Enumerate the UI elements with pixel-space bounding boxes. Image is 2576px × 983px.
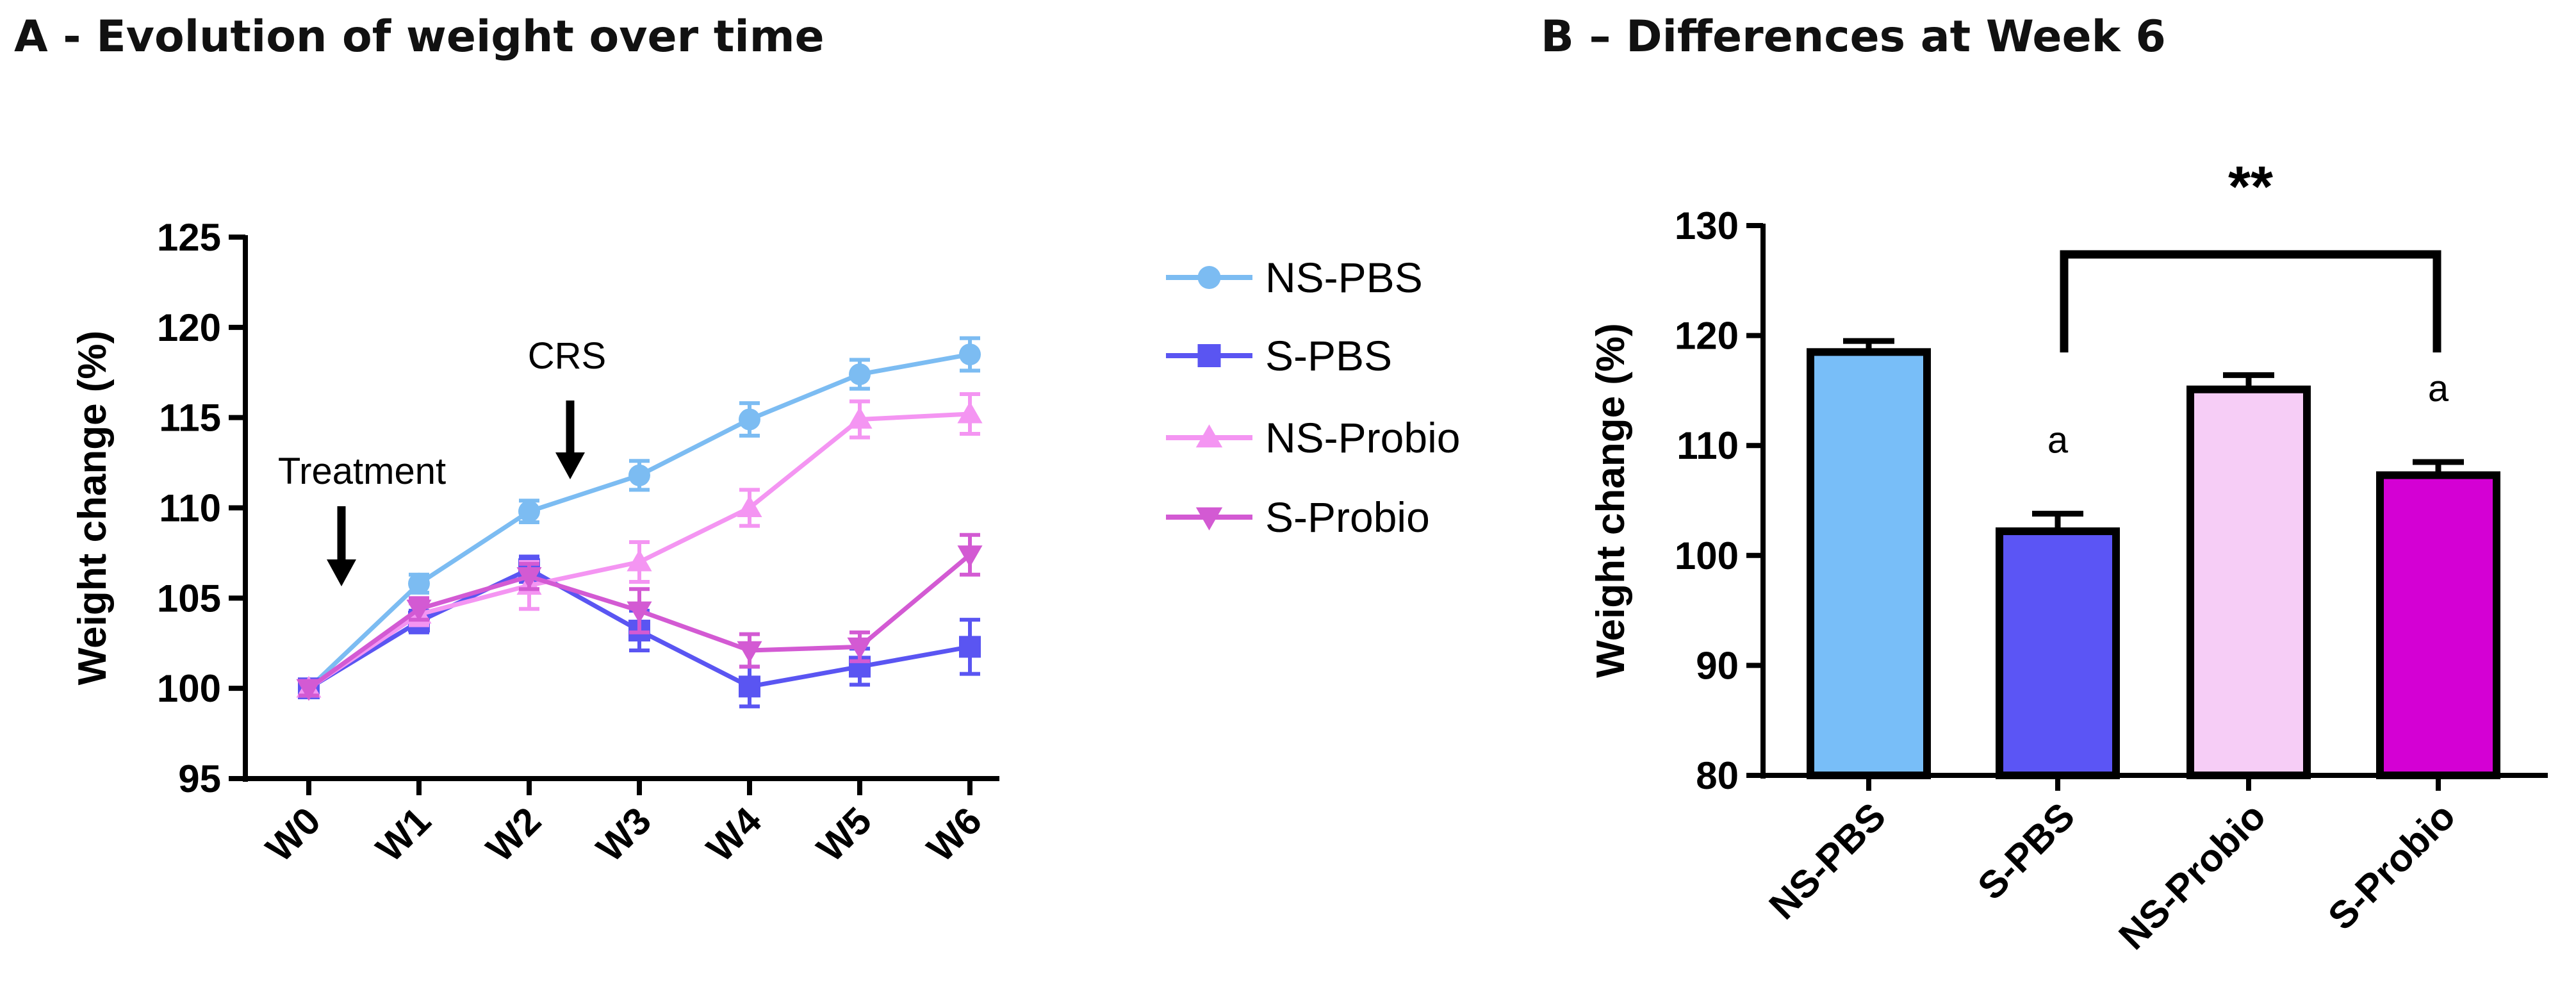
data-point-ns-probio-w4 bbox=[737, 495, 762, 517]
data-point-s-pbs-w6 bbox=[959, 636, 981, 658]
data-point-ns-pbs-w4 bbox=[739, 408, 760, 431]
y-tick-label-105: 105 bbox=[157, 577, 221, 620]
data-point-s-probio-w0 bbox=[296, 679, 322, 701]
legend-marker-ns-pbs bbox=[1197, 266, 1221, 289]
y-tick-label-125: 125 bbox=[157, 216, 221, 259]
bar-ns-pbs bbox=[1807, 348, 1931, 779]
bar-group-s-probio: a bbox=[2376, 368, 2500, 779]
legend-marker-ns-probio bbox=[1195, 424, 1223, 448]
panel-a-title: A - Evolution of weight over time bbox=[14, 12, 824, 62]
annotation-treatment-arrow-head bbox=[327, 559, 356, 586]
y-tick-label-100: 100 bbox=[1675, 534, 1739, 577]
bar-s-probio bbox=[2376, 471, 2500, 779]
data-point-ns-pbs-w6 bbox=[959, 343, 981, 366]
legend-entry-s-pbs: S-PBS bbox=[1166, 332, 1392, 379]
y-tick-label-120: 120 bbox=[1675, 315, 1739, 358]
legend-label-s-pbs: S-PBS bbox=[1265, 332, 1392, 379]
y-tick-label-120: 120 bbox=[157, 306, 221, 349]
annotation-treatment-label: Treatment bbox=[278, 450, 446, 492]
panel-b-title: B – Differences at Week 6 bbox=[1541, 12, 2166, 62]
significance-label: ** bbox=[2228, 155, 2273, 219]
data-point-ns-pbs-w3 bbox=[628, 464, 650, 486]
y-tick-label-130: 130 bbox=[1675, 204, 1739, 247]
legend-entry-s-probio: S-Probio bbox=[1166, 493, 1430, 541]
x-tick-label-w3: W3 bbox=[588, 799, 659, 870]
bar-ns-probio bbox=[2186, 385, 2311, 779]
x-tick-label-w4: W4 bbox=[698, 798, 769, 870]
legend-marker-s-probio bbox=[1195, 507, 1223, 531]
data-point-ns-probio-w3 bbox=[627, 549, 652, 572]
y-tick-label-95: 95 bbox=[178, 757, 221, 800]
bar-group-ns-probio bbox=[2186, 372, 2311, 779]
line-chart-weight-evolution: 95 100 105 110 115 120 125 W0 W1 W2 W3 W4 W5 W6 Weight… bbox=[70, 216, 999, 870]
y-tick-label-110: 110 bbox=[1677, 424, 1739, 467]
y-axis-label: Weight change (%) bbox=[1589, 323, 1633, 677]
x-tick-label-ns-probio: NS-Probio bbox=[2110, 795, 2274, 958]
x-tick-label-w2: W2 bbox=[478, 799, 549, 870]
y-tick-label-110: 110 bbox=[159, 487, 221, 530]
legend-label-ns-pbs: NS-PBS bbox=[1265, 254, 1423, 301]
x-tick-label-w5: W5 bbox=[808, 799, 880, 870]
significance-bracket bbox=[2060, 250, 2441, 352]
x-tick-label-s-pbs: S-PBS bbox=[1969, 795, 2083, 908]
y-tick-label-90: 90 bbox=[1696, 644, 1739, 687]
bar-chart-week6: NS-PBS a S-PBS NS-Probio a S-Probio 80 90 100 110… bbox=[1589, 155, 2548, 958]
bar-letter-s-pbs: a bbox=[2047, 420, 2069, 461]
bar-s-pbs bbox=[1996, 527, 2120, 779]
legend-label-s-probio: S-Probio bbox=[1265, 493, 1430, 541]
legend-marker-s-pbs bbox=[1197, 344, 1221, 367]
line-chart-legend: NS-PBS S-PBS NS-Probio S-Probio bbox=[1166, 254, 1460, 541]
bar-group-ns-pbs bbox=[1807, 338, 1931, 779]
annotation-crs-arrow-head bbox=[555, 452, 585, 479]
legend-entry-ns-probio: NS-Probio bbox=[1166, 414, 1460, 461]
data-point-s-probio-w3 bbox=[627, 601, 652, 624]
data-point-ns-pbs-w5 bbox=[849, 363, 871, 386]
annotation-crs-label: CRS bbox=[528, 335, 606, 377]
data-point-ns-pbs-w1 bbox=[408, 572, 430, 595]
x-tick-label-w6: W6 bbox=[919, 799, 990, 870]
series-s-probio bbox=[296, 533, 983, 701]
x-tick-label-w0: W0 bbox=[258, 799, 329, 870]
y-tick-label-100: 100 bbox=[157, 667, 221, 710]
data-point-ns-pbs-w2 bbox=[518, 500, 540, 523]
y-axis-label: Weight change (%) bbox=[70, 331, 115, 685]
x-tick-label-w1: W1 bbox=[368, 799, 439, 870]
x-tick-label-ns-pbs: NS-PBS bbox=[1761, 795, 1894, 928]
bar-group-s-pbs: a bbox=[1996, 420, 2120, 779]
data-point-s-pbs-w4 bbox=[739, 675, 760, 698]
y-tick-label-80: 80 bbox=[1696, 754, 1739, 797]
data-point-s-probio-w2 bbox=[516, 567, 542, 590]
legend-entry-ns-pbs: NS-PBS bbox=[1166, 254, 1423, 301]
data-point-ns-probio-w6 bbox=[957, 401, 983, 424]
data-point-ns-probio-w5 bbox=[847, 406, 873, 429]
data-point-s-probio-w6 bbox=[957, 545, 983, 568]
bar-letter-s-probio: a bbox=[2428, 368, 2449, 409]
y-tick-label-115: 115 bbox=[159, 397, 221, 440]
data-point-s-probio-w4 bbox=[737, 641, 762, 663]
legend-label-ns-probio: NS-Probio bbox=[1265, 414, 1460, 461]
x-tick-label-s-probio: S-Probio bbox=[2320, 795, 2463, 938]
data-point-s-probio-w1 bbox=[406, 599, 432, 622]
data-point-s-probio-w5 bbox=[847, 637, 873, 659]
